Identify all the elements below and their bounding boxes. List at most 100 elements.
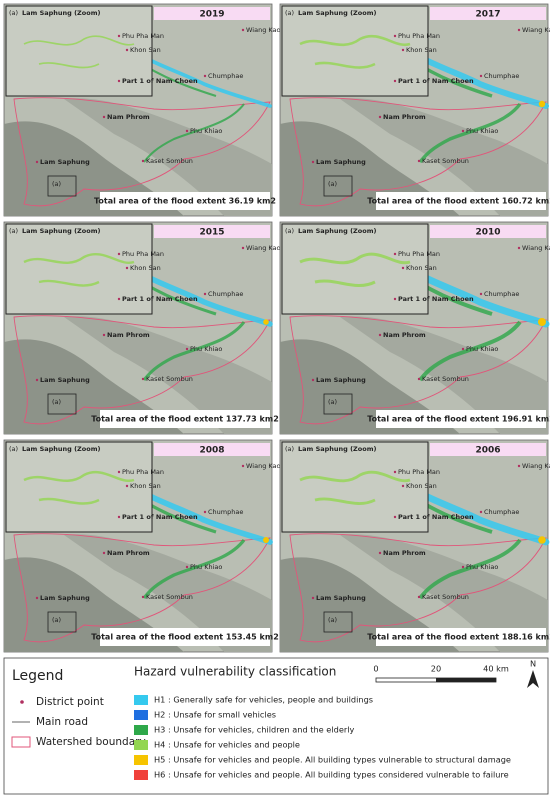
total-area: Total area of the flood extent 160.72 km… [367,197,550,206]
place-label: Part 1 of Nam Choen [398,513,474,521]
district-point [117,470,121,474]
district-point [141,159,145,163]
map-panel: (a) Lam Saphung (Zoom) 2006 Phu Pha Man Khon… [279,439,550,653]
district-point [185,565,189,569]
place-label: Chumphae [484,508,519,516]
watershed-boundary [289,315,547,425]
place-label: Nam Phrom [383,113,426,121]
year: 2006 [475,446,500,456]
district-point [393,297,397,301]
district-point [117,515,121,519]
place-label: Phu Pha Man [122,250,164,258]
district-point [393,470,397,474]
year-box [154,7,270,20]
district-point [417,377,421,381]
zoom-box [47,611,77,633]
mountains [64,534,272,652]
inset-title: Lam Saphung (Zoom) [298,445,376,453]
place-label: Chumphae [484,290,519,298]
legend-item: Watershed boundary [36,736,146,748]
place-label: Khon San [406,46,437,54]
inset-flood [299,470,411,505]
district-point [378,333,382,337]
district-point [117,297,121,301]
class-swatch [134,770,148,780]
district-point [125,48,129,52]
district-point [203,510,207,514]
place-label: Phu Khiao [190,127,222,135]
district-point [378,551,382,555]
place-label: Khon San [406,264,437,272]
place-label: Lam Saphung [40,594,90,602]
inset [281,441,429,533]
district-point [417,159,421,163]
district-point [241,28,245,32]
place-label: Phu Khiao [190,563,222,571]
total-box [100,628,270,646]
year: 2015 [199,228,224,238]
inset [281,223,429,315]
scale-bar [436,678,496,682]
district-point [401,484,405,488]
inset-flood [23,253,135,287]
flood-patch [263,537,269,543]
inset [5,5,153,97]
class-swatch [134,695,148,705]
inset-title: Lam Saphung (Zoom) [22,227,100,235]
place-label: Chumphae [208,508,243,516]
place-label: Chumphae [208,290,243,298]
district-point [203,74,207,78]
watershed-boundary [289,533,547,643]
class-swatch [134,710,148,720]
district-point [125,266,129,270]
place-label: Phu Khiao [190,345,222,353]
inset-flood [299,34,411,69]
place-label: Nam Phrom [383,549,426,557]
district-point [203,292,207,296]
year: 2017 [475,10,500,20]
north-arrow [527,670,539,688]
district-point [401,266,405,270]
flood-patch [538,100,546,108]
total-box [100,410,270,428]
zoom-box [323,611,353,633]
year-box [430,225,546,238]
district-point [479,74,483,78]
year: 2019 [199,10,224,20]
zoom-box [47,175,77,197]
place-label: Phu Pha Man [122,468,164,476]
total-box [376,192,546,210]
place-label: Chumphae [484,72,519,80]
inset-title: Lam Saphung (Zoom) [22,445,100,453]
district-point [241,464,245,468]
place-label: Phu Khiao [466,563,498,571]
scale-label: 0 [373,664,378,674]
flood-patch [538,318,546,326]
place-label: Lam Saphung [316,158,366,166]
year-box [430,7,546,20]
place-label: Kaset Sombun [146,157,193,165]
class-swatch [134,755,148,765]
inset-flood [23,471,135,505]
place-label: Lam Saphung [40,158,90,166]
year-box [430,443,546,456]
place-label: Phu Khiao [466,345,498,353]
place-label: Phu Khiao [466,127,498,135]
watershed-boundary [13,315,271,425]
place-label: Nam Phrom [107,549,150,557]
district-point [102,115,106,119]
inset-flood [299,252,411,287]
inset-tag: (a) [9,9,18,17]
total-area: Total area of the flood extent 188.16 km… [367,633,550,642]
class-label: H2 : Unsafe for small vehicles [154,710,276,720]
place-label: Wiang Kao [246,26,281,34]
place-label: Wiang Kao [522,26,550,34]
place-label: Phu Pha Man [122,32,164,40]
total-box [376,410,546,428]
district-point [117,34,121,38]
scale-label: 20 [431,664,441,674]
district-point [517,464,521,468]
inset [5,441,153,533]
place-label: Part 1 of Nam Choen [122,77,198,85]
district-point [378,115,382,119]
